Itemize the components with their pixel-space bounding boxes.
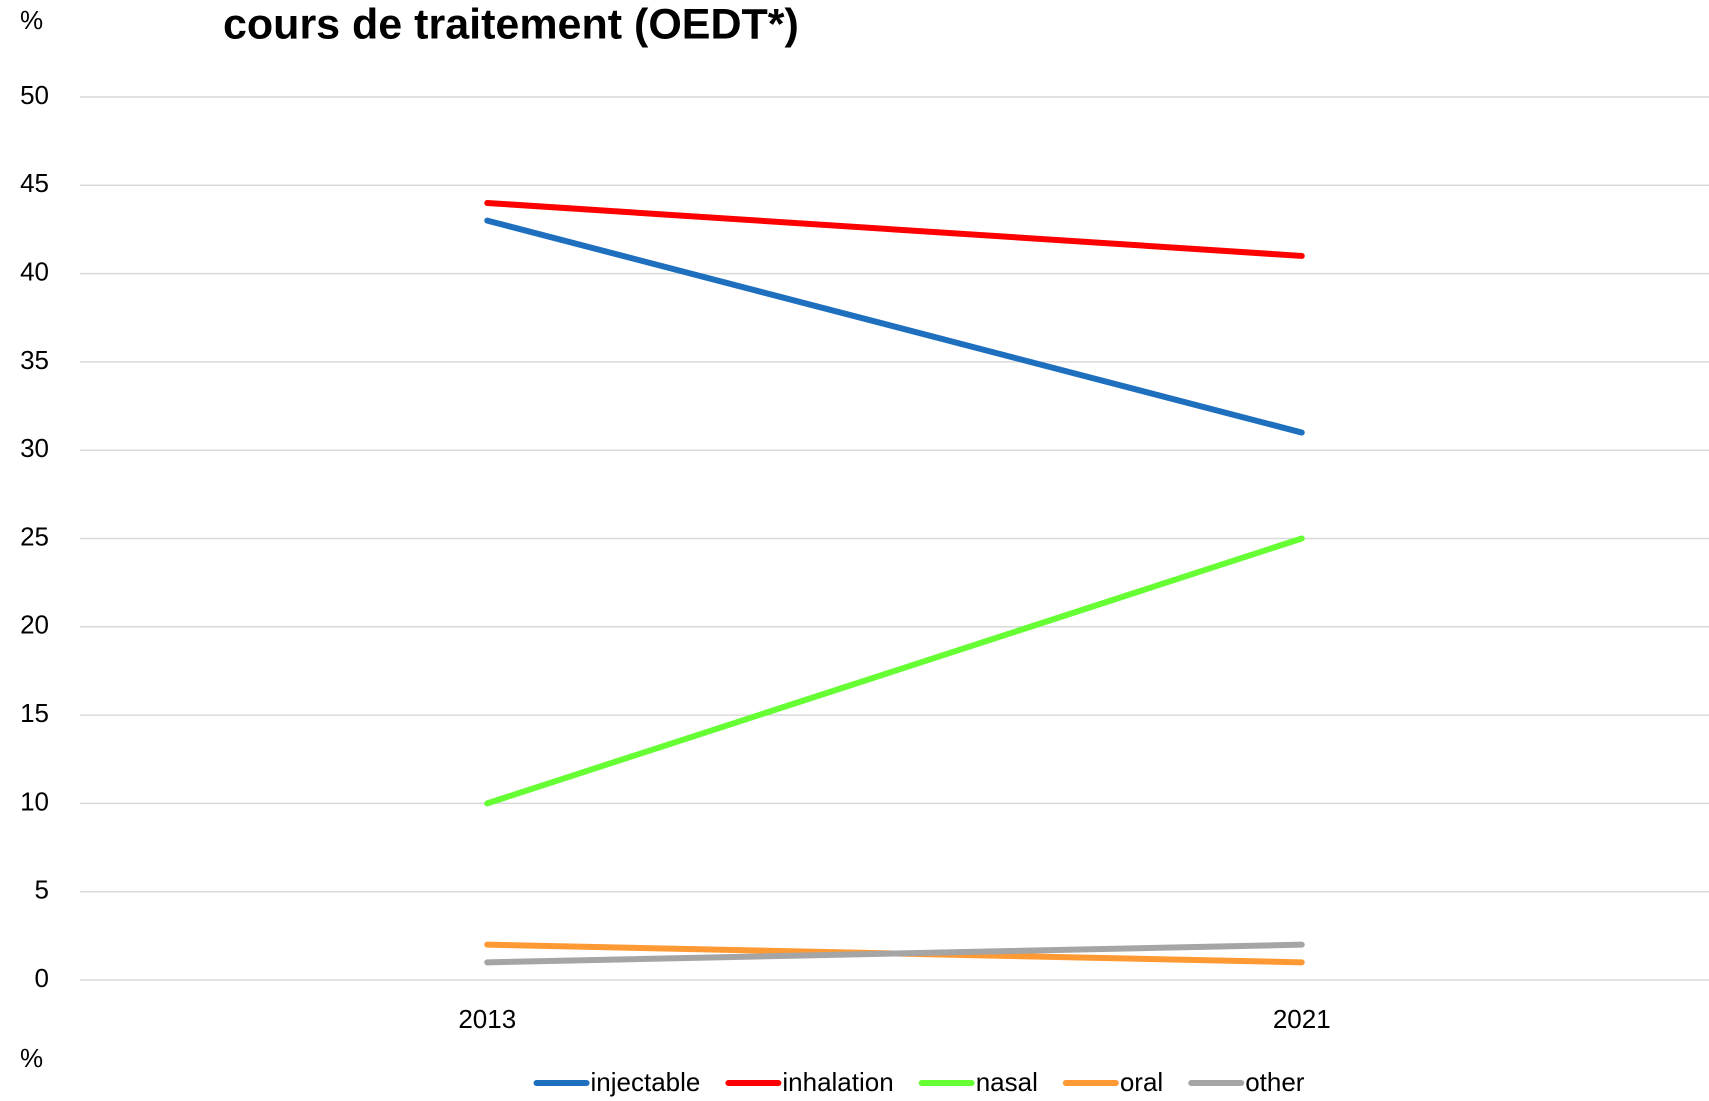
legend-label: other <box>1245 1067 1305 1097</box>
y-tick-label: 15 <box>20 698 49 728</box>
y-tick-label: 0 <box>35 963 49 993</box>
x-tick-label: 2021 <box>1273 1004 1331 1034</box>
y-tick-label: 10 <box>20 786 49 816</box>
y-tick-label: 5 <box>35 875 49 905</box>
series-line <box>484 535 1305 807</box>
y-unit: % <box>20 5 43 35</box>
y-tick-label: 25 <box>20 521 49 551</box>
chart-title: cours de traitement (OEDT*) <box>223 0 799 48</box>
y-tick-label: 20 <box>20 610 49 640</box>
legend-label: injectable <box>591 1067 701 1097</box>
y-unit: % <box>20 1043 43 1073</box>
y-tick-label: 35 <box>20 345 49 375</box>
legend-label: oral <box>1120 1067 1163 1097</box>
y-tick-label: 30 <box>20 433 49 463</box>
series-line <box>484 199 1305 259</box>
y-tick-label: 40 <box>20 256 49 286</box>
legend-label: nasal <box>976 1067 1038 1097</box>
y-tick-label: 50 <box>20 80 49 110</box>
x-tick-label: 2013 <box>458 1004 516 1034</box>
y-tick-label: 45 <box>20 168 49 198</box>
series-line <box>484 941 1305 966</box>
series-line <box>484 217 1305 436</box>
legend-label: inhalation <box>782 1067 893 1097</box>
